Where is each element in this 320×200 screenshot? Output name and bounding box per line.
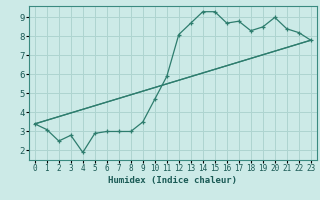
X-axis label: Humidex (Indice chaleur): Humidex (Indice chaleur): [108, 176, 237, 185]
